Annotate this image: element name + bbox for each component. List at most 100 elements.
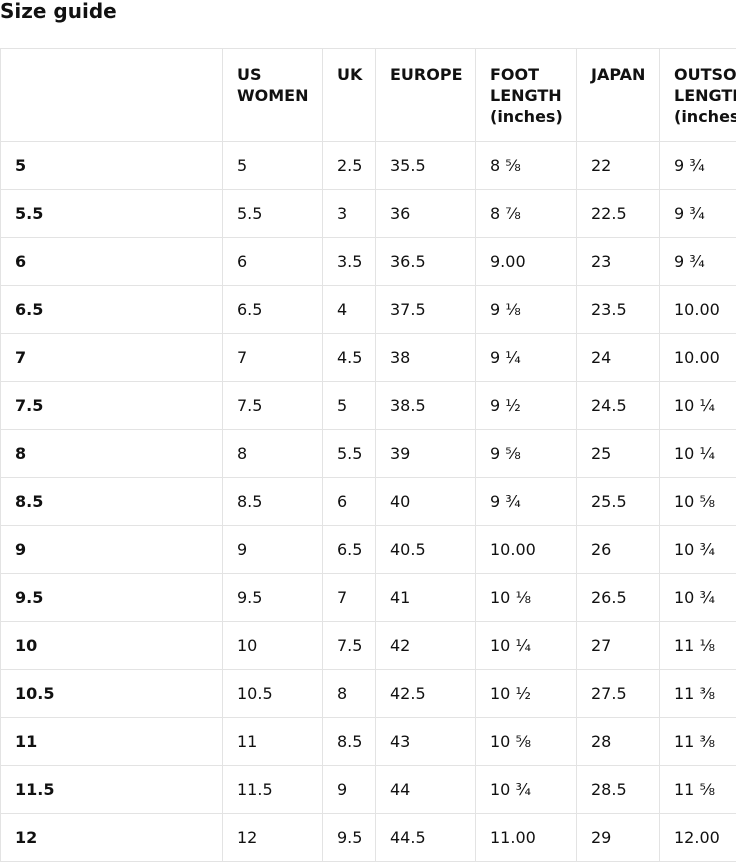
table-cell: 7.5 — [322, 621, 376, 670]
header-text: EUROPE — [390, 65, 463, 84]
table-cell: 6.5 — [322, 525, 376, 574]
table-cell: 11.00 — [475, 813, 577, 862]
header-text: LENGTH — [674, 86, 736, 105]
row-label: 10.5 — [0, 669, 223, 718]
row-label: 8.5 — [0, 477, 223, 526]
table-cell: 9.00 — [475, 237, 577, 286]
table-cell: 10 ⅛ — [475, 573, 577, 622]
table-container: US WOMEN UK EUROPE FOOT LENGTH (inches) JAPAN OU… — [0, 48, 736, 866]
header-text: US — [237, 65, 262, 84]
table-cell: 25.5 — [576, 477, 660, 526]
table-row: 6.5 6.5 4 37.5 9 ⅛ 23.5 10.00 — [0, 285, 736, 334]
table-cell: 23 — [576, 237, 660, 286]
table-cell: 10 ¾ — [659, 525, 736, 574]
table-cell: 8 ⅞ — [475, 189, 577, 238]
table-cell: 7 — [322, 573, 376, 622]
table-cell: 8.5 — [222, 477, 323, 526]
table-cell: 10 ¾ — [659, 573, 736, 622]
row-label: 10 — [0, 621, 223, 670]
table-cell: 22 — [576, 141, 660, 190]
table-cell: 6 — [322, 477, 376, 526]
table-cell: 10 ⅝ — [659, 477, 736, 526]
table-cell: 4 — [322, 285, 376, 334]
header-text: (inches) — [490, 107, 563, 126]
table-cell: 11 ⅛ — [659, 621, 736, 670]
table-cell: 27.5 — [576, 669, 660, 718]
table-cell: 10.5 — [222, 669, 323, 718]
table-row: 7.5 7.5 5 38.5 9 ½ 24.5 10 ¼ — [0, 381, 736, 430]
table-cell: 40.5 — [375, 525, 476, 574]
table-row: 5 5 2.5 35.5 8 ⅝ 22 9 ¾ — [0, 141, 736, 190]
table-cell: 11 ⅝ — [659, 765, 736, 814]
row-label: 11.5 — [0, 765, 223, 814]
table-cell: 10.00 — [659, 333, 736, 382]
table-cell: 5 — [222, 141, 323, 190]
table-cell: 10 ⅝ — [475, 717, 577, 766]
table-cell: 44 — [375, 765, 476, 814]
table-cell: 22.5 — [576, 189, 660, 238]
table-cell: 40 — [375, 477, 476, 526]
table-row: 7 7 4.5 38 9 ¼ 24 10.00 — [0, 333, 736, 382]
table-row: 12 12 9.5 44.5 11.00 29 12.00 — [0, 813, 736, 862]
table-cell: 7 — [222, 333, 323, 382]
table-row: 9 9 6.5 40.5 10.00 26 10 ¾ — [0, 525, 736, 574]
table-cell: 28 — [576, 717, 660, 766]
table-cell: 25 — [576, 429, 660, 478]
header-text: UK — [337, 65, 363, 84]
row-label: 11 — [0, 717, 223, 766]
table-cell: 39 — [375, 429, 476, 478]
table-cell: 9 — [222, 525, 323, 574]
table-cell: 4.5 — [322, 333, 376, 382]
header-cell: UK — [322, 48, 376, 142]
table-cell: 11 ⅜ — [659, 717, 736, 766]
table-cell: 11 ⅜ — [659, 669, 736, 718]
table-cell: 9 ¾ — [659, 141, 736, 190]
header-row: US WOMEN UK EUROPE FOOT LENGTH (inches) JAPAN OU… — [0, 48, 736, 142]
title: Size guide — [0, 0, 117, 23]
table-cell: 8.5 — [322, 717, 376, 766]
table-row: 5.5 5.5 3 36 8 ⅞ 22.5 9 ¾ — [0, 189, 736, 238]
table-cell: 10 ¼ — [659, 381, 736, 430]
table-cell: 44.5 — [375, 813, 476, 862]
header-cell: US WOMEN — [222, 48, 323, 142]
header-cell — [0, 48, 223, 142]
table-cell: 37.5 — [375, 285, 476, 334]
row-label: 7 — [0, 333, 223, 382]
table-cell: 8 — [222, 429, 323, 478]
table-cell: 23.5 — [576, 285, 660, 334]
table-cell: 9 ¾ — [659, 237, 736, 286]
table-cell: 6.5 — [222, 285, 323, 334]
table-cell: 28.5 — [576, 765, 660, 814]
size-table: US WOMEN UK EUROPE FOOT LENGTH (inches) JAPAN OU… — [0, 48, 736, 862]
table-cell: 9 ¼ — [475, 333, 577, 382]
header-text: WOMEN — [237, 86, 309, 105]
header-text: FOOT — [490, 65, 540, 84]
table-cell: 11 — [222, 717, 323, 766]
table-cell: 7.5 — [222, 381, 323, 430]
table-cell: 10 ¾ — [475, 765, 577, 814]
header-text: (inches) — [674, 107, 736, 126]
table-cell: 27 — [576, 621, 660, 670]
table-row: 8.5 8.5 6 40 9 ¾ 25.5 10 ⅝ — [0, 477, 736, 526]
header-cell: EUROPE — [375, 48, 476, 142]
table-cell: 9.5 — [322, 813, 376, 862]
table-cell: 10 ½ — [475, 669, 577, 718]
table-row: 10 10 7.5 42 10 ¼ 27 11 ⅛ — [0, 621, 736, 670]
table-cell: 2.5 — [322, 141, 376, 190]
header-cell: FOOT LENGTH (inches) — [475, 48, 577, 142]
table-cell: 10.00 — [475, 525, 577, 574]
table-cell: 6 — [222, 237, 323, 286]
row-label: 8 — [0, 429, 223, 478]
table-row: 10.5 10.5 8 42.5 10 ½ 27.5 11 ⅜ — [0, 669, 736, 718]
table-cell: 36.5 — [375, 237, 476, 286]
table-cell: 26 — [576, 525, 660, 574]
table-cell: 11.5 — [222, 765, 323, 814]
table-cell: 38.5 — [375, 381, 476, 430]
table-cell: 8 ⅝ — [475, 141, 577, 190]
table-cell: 38 — [375, 333, 476, 382]
table-cell: 5.5 — [322, 429, 376, 478]
table-cell: 26.5 — [576, 573, 660, 622]
table-cell: 9 ½ — [475, 381, 577, 430]
